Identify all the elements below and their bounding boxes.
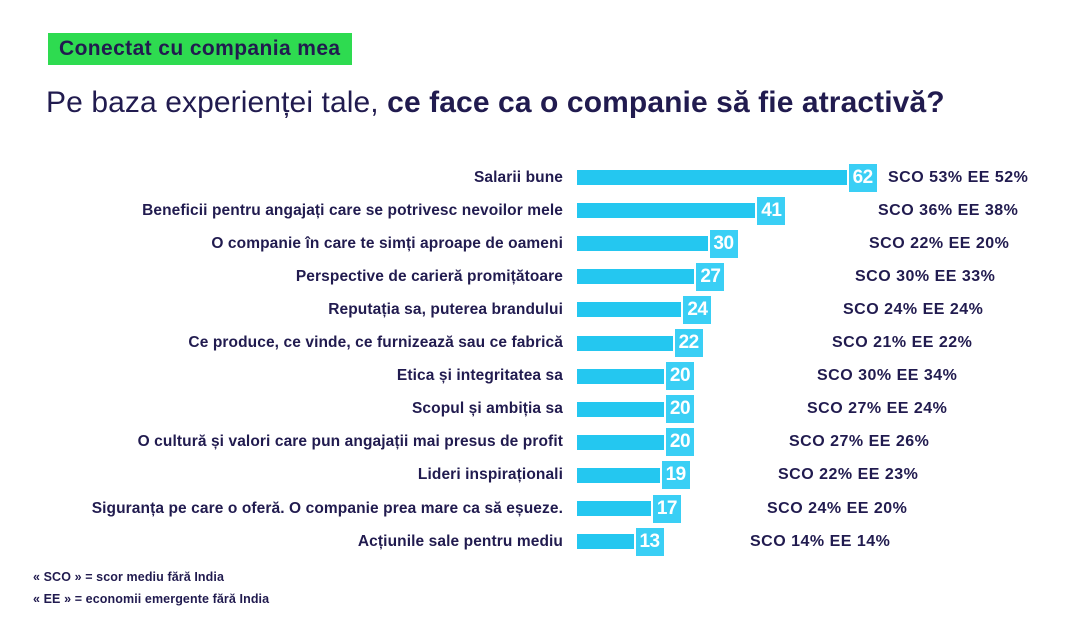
sco-ee-annotation: SCO 22% EE 23% bbox=[778, 466, 919, 484]
bar bbox=[577, 501, 651, 516]
chart-row: Reputația sa, puterea brandului 24 SCO 24%… bbox=[0, 293, 1080, 326]
bar bbox=[577, 236, 708, 252]
chart-row: Scopul și ambiția sa 20 SCO 27% EE 24% bbox=[0, 393, 1080, 426]
page-title: Pe baza experienței tale, ce face ca o c… bbox=[46, 84, 1056, 121]
bar bbox=[577, 434, 664, 450]
sco-ee-annotation: SCO 22% EE 20% bbox=[869, 234, 1010, 252]
bar bbox=[577, 534, 634, 550]
chart-row: O companie în care te simți aproape de o… bbox=[0, 227, 1080, 260]
category-label: Ce produce, ce vinde, ce furnizează sau … bbox=[188, 334, 563, 352]
value-box: 20 bbox=[666, 362, 694, 391]
category-label: Etica și integritatea sa bbox=[396, 367, 563, 385]
category-label: Beneficii pentru angajați care se potriv… bbox=[142, 201, 563, 219]
bar bbox=[577, 368, 664, 384]
bar bbox=[577, 335, 673, 351]
category-label: O cultură și valori care pun angajații m… bbox=[137, 433, 563, 451]
chart-row: Etica și integritatea sa 20 SCO 30% EE 34% bbox=[0, 360, 1080, 393]
value-box: 41 bbox=[757, 196, 786, 225]
value-box: 17 bbox=[652, 494, 681, 523]
footnote-ee: « EE » = economii emergente fără India bbox=[33, 592, 270, 606]
value-box: 27 bbox=[696, 262, 725, 291]
title-bold-part: ce face ca o companie să fie atractivă? bbox=[387, 86, 945, 119]
value-box: 24 bbox=[683, 295, 712, 324]
category-badge: Conectat cu compania mea bbox=[48, 33, 352, 65]
category-label: Acțiunile sale pentru mediu bbox=[357, 532, 563, 550]
value-box: 30 bbox=[709, 229, 738, 258]
chart-row: Beneficii pentru angajați care se potriv… bbox=[0, 194, 1080, 227]
value-box: 20 bbox=[666, 395, 694, 424]
sco-ee-annotation: SCO 30% EE 33% bbox=[855, 267, 996, 285]
chart-row: Ce produce, ce vinde, ce furnizează sau … bbox=[0, 327, 1080, 360]
title-regular-part: Pe baza experienței tale, bbox=[46, 86, 388, 119]
sco-ee-annotation: SCO 53% EE 52% bbox=[888, 168, 1029, 186]
chart-row: Acțiunile sale pentru mediu 13 SCO 14% EE … bbox=[0, 525, 1080, 558]
bar bbox=[577, 401, 664, 417]
sco-ee-annotation: SCO 36% EE 38% bbox=[878, 201, 1019, 219]
sco-ee-annotation: SCO 30% EE 34% bbox=[817, 367, 958, 385]
sco-ee-annotation: SCO 24% EE 20% bbox=[767, 499, 908, 517]
sco-ee-annotation: SCO 14% EE 14% bbox=[750, 532, 891, 550]
chart-row: Salarii bune 62 SCO 53% EE 52% bbox=[0, 161, 1080, 194]
category-label: Perspective de carieră promițătoare bbox=[295, 267, 563, 285]
footnotes: « SCO » = scor mediu fără India « EE » =… bbox=[33, 566, 269, 610]
bar bbox=[577, 269, 695, 285]
chart-row: Siguranța pe care o oferă. O companie pr… bbox=[0, 492, 1080, 525]
category-label: O companie în care te simți aproape de o… bbox=[211, 234, 563, 252]
bar bbox=[577, 467, 660, 483]
sco-ee-annotation: SCO 27% EE 26% bbox=[789, 433, 930, 451]
bar bbox=[577, 170, 847, 185]
category-label: Lideri inspiraționali bbox=[417, 466, 563, 484]
category-label: Scopul și ambiția sa bbox=[411, 400, 563, 418]
bar bbox=[577, 302, 682, 318]
value-box: 13 bbox=[635, 527, 664, 556]
value-box: 22 bbox=[674, 329, 703, 357]
value-box: 19 bbox=[661, 461, 690, 490]
category-label: Reputația sa, puterea brandului bbox=[328, 300, 563, 318]
sco-ee-annotation: SCO 27% EE 24% bbox=[807, 400, 948, 418]
sco-ee-annotation: SCO 21% EE 22% bbox=[832, 334, 973, 352]
sco-ee-annotation: SCO 24% EE 24% bbox=[843, 300, 984, 318]
value-box: 20 bbox=[666, 428, 694, 457]
chart-row: Lideri inspiraționali 19 SCO 22% EE 23% bbox=[0, 459, 1080, 492]
chart-row: O cultură și valori care pun angajații m… bbox=[0, 426, 1080, 459]
value-box: 62 bbox=[848, 163, 877, 192]
chart-row: Perspective de carieră promițătoare 27 SCO… bbox=[0, 260, 1080, 293]
category-label: Siguranța pe care o oferă. O companie pr… bbox=[91, 499, 563, 517]
bar bbox=[577, 203, 756, 219]
category-label: Salarii bune bbox=[473, 168, 563, 186]
footnote-sco: « SCO » = scor mediu fără India bbox=[33, 570, 225, 584]
